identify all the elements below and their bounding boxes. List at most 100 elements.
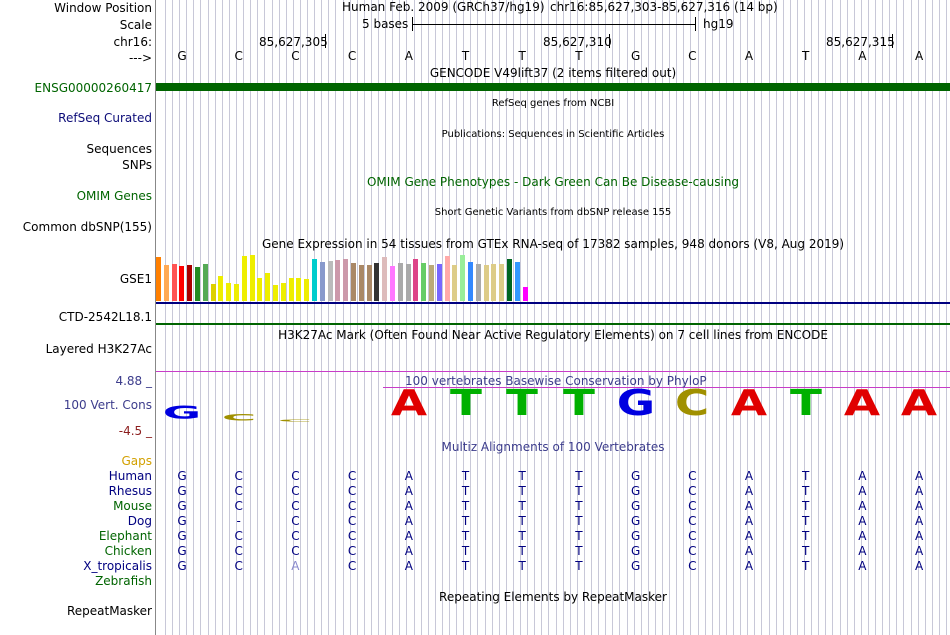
gencode-gene-label[interactable]: ENSG00000260417	[34, 81, 152, 95]
gtex-tissue-bar[interactable]	[202, 264, 208, 301]
gtex-tissue-bar[interactable]	[491, 264, 497, 301]
gtex-tissue-bar[interactable]	[280, 283, 286, 301]
gtex-tissue-bar[interactable]	[374, 263, 380, 301]
multiz-base: T	[802, 499, 810, 513]
gtex-tissue-bar[interactable]	[499, 264, 505, 301]
grid-line	[364, 0, 365, 635]
gtex-tissue-bar[interactable]	[210, 284, 216, 301]
gtex-tissue-bar[interactable]	[249, 255, 255, 301]
gtex-tissue-bar[interactable]	[319, 262, 325, 301]
gtex-tissue-bar[interactable]	[179, 266, 185, 301]
gtex-tissue-bar[interactable]	[460, 255, 466, 301]
multiz-species-label[interactable]: Dog	[127, 514, 152, 528]
multiz-species-label[interactable]: X_tropicalis	[83, 559, 152, 573]
grid-line	[889, 0, 890, 635]
gtex-tissue-bar[interactable]	[366, 265, 372, 301]
gtex-tissue-bar[interactable]	[234, 284, 239, 301]
grid-line	[442, 0, 443, 635]
grid-line	[520, 0, 521, 635]
multiz-base: A	[744, 514, 754, 528]
grid-line	[747, 0, 748, 635]
multiz-base: T	[575, 484, 583, 498]
grid-line	[570, 0, 571, 635]
multiz-gaps-label[interactable]: Gaps	[121, 454, 152, 468]
dbsnp-track-label[interactable]: Common dbSNP(155)	[22, 220, 152, 234]
gtex-gene-label[interactable]: GSE1	[119, 272, 152, 286]
ruler-base: T	[802, 49, 810, 63]
publications-snps-label[interactable]: SNPs	[122, 158, 152, 172]
conservation-track-label[interactable]: 100 Vert. Cons	[63, 398, 152, 412]
ctd-gene-label[interactable]: CTD-2542L18.1	[58, 310, 152, 324]
gtex-tissue-bar[interactable]	[187, 265, 193, 301]
gtex-tissue-bar[interactable]	[452, 265, 458, 301]
gtex-tissue-bar[interactable]	[413, 259, 419, 301]
multiz-base: A	[404, 484, 413, 498]
grid-line	[399, 0, 400, 635]
gtex-tissue-bar[interactable]	[195, 267, 200, 301]
gtex-tissue-bar[interactable]	[421, 263, 427, 301]
conservation-base: G	[616, 383, 655, 424]
repeatmasker-track-label[interactable]: RepeatMasker	[66, 604, 152, 618]
gencode-gene-bar[interactable]	[156, 83, 950, 91]
gtex-tissue-bar[interactable]	[390, 266, 395, 301]
multiz-species-label[interactable]: Chicken	[104, 544, 152, 558]
gtex-tissue-bar[interactable]	[218, 276, 224, 301]
gtex-tissue-bar[interactable]	[358, 265, 364, 301]
gtex-tissue-bar[interactable]	[483, 265, 489, 301]
multiz-species-label[interactable]: Zebrafish	[95, 574, 152, 588]
gtex-tissue-bar[interactable]	[241, 256, 247, 301]
omim-track-label[interactable]: OMIM Genes	[76, 189, 152, 203]
grid-line	[534, 0, 535, 635]
gtex-tissue-bar[interactable]	[304, 279, 310, 301]
gtex-tissue-bar[interactable]	[514, 262, 520, 301]
gtex-tissue-bar[interactable]	[312, 259, 317, 301]
gtex-tissue-bar[interactable]	[522, 287, 528, 301]
gtex-tissue-bar[interactable]	[273, 285, 278, 301]
multiz-base: C	[688, 544, 697, 558]
gtex-gene-line[interactable]	[156, 302, 950, 304]
gtex-tissue-bar[interactable]	[468, 262, 473, 301]
grid-line	[428, 0, 429, 635]
ruler-base: A	[744, 49, 754, 63]
gtex-tissue-bar[interactable]	[429, 265, 434, 301]
coord-tick	[892, 34, 893, 48]
gtex-tissue-bar[interactable]	[436, 264, 442, 301]
grid-line	[669, 0, 670, 635]
multiz-species-label[interactable]: Human	[108, 469, 152, 483]
multiz-base: A	[858, 484, 867, 498]
gtex-tissue-bar[interactable]	[335, 260, 341, 301]
gtex-tissue-bar[interactable]	[475, 264, 481, 301]
refseq-track-label[interactable]: RefSeq Curated	[58, 111, 152, 125]
gtex-tissue-bar[interactable]	[507, 259, 512, 301]
gtex-tissue-bar[interactable]	[296, 278, 302, 301]
multiz-species-label[interactable]: Rhesus	[108, 484, 152, 498]
gtex-tissue-bar[interactable]	[226, 283, 232, 301]
gtex-tissue-bar[interactable]	[171, 264, 177, 301]
window-position-label: Window Position	[54, 1, 152, 15]
h3k27ac-track-label[interactable]: Layered H3K27Ac	[45, 342, 152, 356]
multiz-species-label[interactable]: Mouse	[113, 499, 152, 513]
multiz-species-label[interactable]: Elephant	[98, 529, 152, 543]
gtex-tissue-bar[interactable]	[288, 278, 294, 301]
ruler-base: C	[291, 49, 300, 63]
gtex-tissue-bar[interactable]	[265, 273, 271, 301]
grid-line	[541, 0, 542, 635]
ctd-gene-line[interactable]	[156, 323, 950, 325]
multiz-base: C	[291, 544, 300, 558]
strand-arrow-label[interactable]: --->	[128, 51, 152, 65]
gtex-tissue-bar[interactable]	[163, 265, 169, 301]
gtex-tissue-bar[interactable]	[405, 264, 411, 301]
gtex-tissue-bar[interactable]	[327, 261, 333, 301]
gtex-tissue-bar[interactable]	[156, 257, 161, 301]
gtex-tissue-bar[interactable]	[382, 257, 388, 301]
gtex-tissue-bar[interactable]	[351, 263, 356, 301]
gtex-expression-chart[interactable]	[156, 253, 536, 301]
gtex-tissue-bar[interactable]	[444, 256, 450, 301]
grid-line	[286, 0, 287, 635]
gtex-tissue-bar[interactable]	[397, 263, 403, 301]
gtex-tissue-bar[interactable]	[343, 259, 349, 301]
publications-sequences-label[interactable]: Sequences	[86, 142, 152, 156]
grid-line	[619, 0, 620, 635]
ruler-base: T	[518, 49, 526, 63]
gtex-tissue-bar[interactable]	[257, 278, 263, 301]
